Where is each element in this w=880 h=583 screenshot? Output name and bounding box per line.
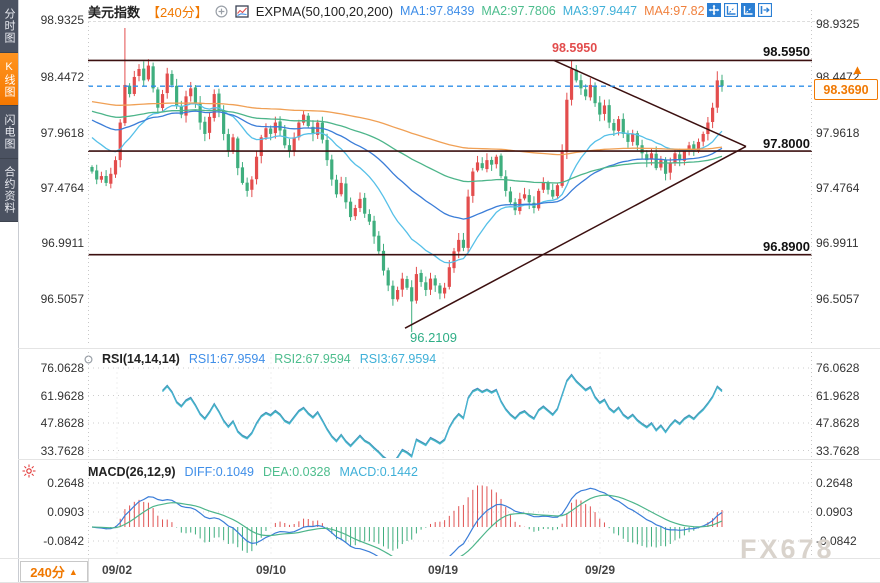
sidebar-item-label: 分时图 (3, 8, 15, 44)
ma4-value: MA4:97.82 (644, 4, 705, 18)
rsi-y-axis-label-right: 47.8628 (816, 416, 860, 430)
macd-y-axis-label: -0.0842 (43, 534, 84, 548)
main-y-axis-label-right: 98.9325 (816, 17, 860, 31)
add-indicator-icon[interactable] (215, 4, 228, 18)
period-selector-arrow-icon: ▲ (68, 566, 78, 577)
main-y-axis-label-right: 96.5057 (816, 292, 860, 306)
ma1-value: MA1:97.8439 (400, 4, 475, 18)
indicator-chart-icon[interactable] (235, 4, 249, 18)
main-candlestick-chart[interactable] (88, 10, 812, 346)
period-selector-label: 240分 (30, 565, 65, 580)
rsi-indicator-chart[interactable] (88, 352, 812, 458)
diff-value: DIFF:0.1049 (184, 465, 255, 479)
chart-header: 美元指数 【240分】 EXPMA(50,100,20,200) MA1:97.… (88, 2, 705, 20)
top-gridline (88, 21, 855, 22)
symbol-title: 美元指数 (88, 4, 141, 20)
main-y-axis-label: 98.4472 (40, 70, 84, 84)
ma2-value: MA2:97.7806 (481, 4, 556, 18)
rsi-panel-header: RSI(14,14,14) RSI1:67.9594 RSI2:67.9594 … (84, 352, 436, 366)
ma3-value: MA3:97.9447 (562, 4, 638, 18)
macd-panel-header: MACD(26,12,9) DIFF:0.1049 DEA:0.0328 MAC… (88, 465, 418, 479)
main-y-axis-label-right: 97.4764 (816, 181, 860, 195)
x-axis-date-label: 09/29 (584, 563, 616, 577)
bottom-bar-separator (0, 558, 880, 559)
move-tool-icon[interactable] (707, 3, 721, 17)
period-label: 【240分】 (147, 4, 208, 20)
rsi-y-axis-label: 47.8628 (40, 416, 84, 430)
level-label-96890: 96.8900 (763, 239, 810, 254)
swing-low-annotation: 96.2109 (410, 330, 457, 345)
macd-value: MACD:0.1442 (339, 465, 418, 479)
rsi-y-axis-label-right: 33.7628 (816, 444, 860, 458)
price-up-arrow-icon: ▲ (851, 62, 864, 77)
x-axis-date-label: 09/02 (101, 563, 133, 577)
current-price-value: 98.3690 (823, 82, 869, 97)
main-y-axis-label-right: 97.9618 (816, 126, 860, 140)
sidebar-item-label: 闪电图 (3, 114, 15, 150)
rsi-y-axis-label: 76.0628 (40, 361, 84, 375)
rsi-y-axis-label-right: 76.0628 (816, 361, 860, 375)
main-y-axis-label: 98.9325 (40, 13, 84, 27)
level-label-98595: 98.5950 (763, 44, 810, 59)
x-axis-date-label: 09/10 (255, 563, 287, 577)
macd-y-axis-label-right: 0.0903 (816, 505, 853, 519)
sidebar-item-lightning-chart[interactable]: 闪电图 (0, 106, 18, 159)
sidebar-item-label: 合约资料 (3, 166, 15, 214)
dea-value: DEA:0.0328 (263, 465, 331, 479)
rsi-settings-icon[interactable] (84, 354, 93, 364)
rsi1-value: RSI1:67.9594 (188, 352, 266, 366)
macd-indicator-chart[interactable] (88, 462, 812, 556)
axis-scale-tool-icon[interactable] (724, 3, 738, 17)
rsi-title: RSI(14,14,14) (102, 352, 180, 366)
x-axis-date-label: 09/19 (427, 563, 459, 577)
axis-scale-active-tool-icon[interactable] (741, 3, 755, 17)
panel-separator (18, 348, 880, 349)
panel-separator (18, 459, 880, 460)
level-label-97800: 97.8000 (763, 136, 810, 151)
peak-price-annotation: 98.5950 (552, 41, 598, 55)
collapse-panel-tool-icon[interactable] (758, 3, 772, 17)
main-y-axis-label: 96.9911 (41, 236, 85, 250)
main-y-axis-label: 96.5057 (40, 292, 84, 306)
current-price-badge: 98.3690 (814, 79, 878, 100)
sidebar-item-timeshare-chart[interactable]: 分时图 (0, 0, 18, 53)
rsi2-value: RSI2:67.9594 (274, 352, 351, 366)
indicator-title: EXPMA(50,100,20,200) (255, 3, 394, 19)
sidebar-item-kline-chart[interactable]: K线图 (0, 53, 18, 106)
rsi-y-axis-label: 33.7628 (40, 444, 84, 458)
rsi-y-axis-label: 61.9628 (40, 389, 84, 403)
period-selector[interactable]: 240分 ▲ (20, 561, 88, 582)
chart-toolbar (707, 3, 772, 17)
sidebar-item-contract-info[interactable]: 合约资料 (0, 159, 18, 222)
sidebar-item-label: K线图 (3, 60, 15, 98)
main-y-axis-label: 97.9618 (40, 126, 84, 140)
macd-y-axis-label: 0.2648 (47, 476, 84, 490)
left-sidebar: 分时图 K线图 闪电图 合约资料 (0, 0, 19, 583)
main-y-axis-label-right: 96.9911 (816, 236, 859, 250)
main-y-axis-label: 97.4764 (40, 181, 84, 195)
macd-title: MACD(26,12,9) (88, 465, 176, 479)
macd-y-axis-label-right: 0.2648 (816, 476, 853, 490)
macd-y-axis-label: 0.0903 (47, 505, 84, 519)
macd-y-axis-label-right: -0.0842 (816, 534, 857, 548)
bottom-bar-divider (88, 558, 89, 583)
rsi3-value: RSI3:67.9594 (359, 352, 437, 366)
watermark-logo: FX678 (740, 534, 835, 564)
rsi-y-axis-label-right: 61.9628 (816, 389, 860, 403)
macd-settings-sun-icon[interactable] (22, 464, 36, 478)
